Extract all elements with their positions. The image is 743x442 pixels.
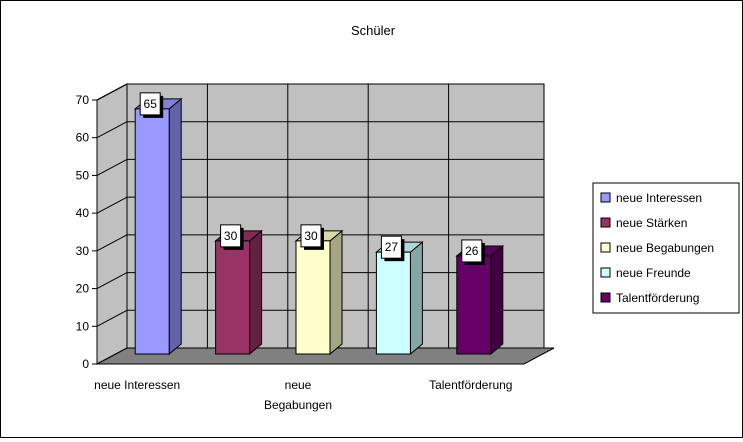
x-tick-label: neue Interessen <box>94 378 180 392</box>
y-tick-label: 60 <box>76 131 90 145</box>
legend-swatch <box>600 217 611 228</box>
legend-entry: Talentförderung <box>616 291 699 305</box>
gridline <box>96 83 128 101</box>
data-label-box <box>220 224 242 248</box>
gridline <box>96 158 128 176</box>
data-label-box <box>461 239 483 263</box>
chart-title: Schüler <box>351 23 396 38</box>
legend-entry: neue Interessen <box>616 191 702 205</box>
data-label-box <box>300 224 322 248</box>
x-tick-label: Begabungen <box>264 398 332 412</box>
data-label: 65 <box>144 97 158 111</box>
gridline <box>96 234 128 252</box>
plot-area: 0 10 20 30 40 50 60 70 65 30 30 27 26 neue Interessen… <box>76 83 555 412</box>
bar-front <box>134 108 170 355</box>
bar <box>375 241 424 356</box>
legend-entry: neue Freunde <box>616 266 691 280</box>
legend: neue Interessen neue Stärken neue Begabung… <box>592 182 740 314</box>
y-tick-label: 40 <box>76 206 90 220</box>
legend-swatch <box>600 242 611 253</box>
bar-side <box>168 97 182 356</box>
gridline <box>96 272 128 290</box>
legend-swatch <box>600 192 611 203</box>
bar-front <box>375 251 411 355</box>
legend-entry: neue Begabungen <box>616 241 714 255</box>
bar-front <box>215 240 251 355</box>
bar-front <box>456 255 492 355</box>
side-wall <box>96 83 128 365</box>
y-tick-label: 10 <box>76 319 90 333</box>
gridline <box>96 309 128 327</box>
y-tick-label: 30 <box>76 244 90 258</box>
data-label-box <box>380 235 402 259</box>
bar <box>294 229 344 356</box>
y-tick-label: 0 <box>82 357 89 371</box>
y-tick-label: 50 <box>76 168 90 182</box>
data-label-box <box>139 92 161 116</box>
legend-swatch <box>600 292 611 303</box>
data-label: 30 <box>224 229 238 243</box>
data-label: 26 <box>465 244 479 258</box>
bar <box>133 97 183 356</box>
legend-swatch <box>600 267 611 278</box>
bar <box>455 244 505 356</box>
bar-side <box>329 229 343 356</box>
bar-side <box>490 244 504 356</box>
bar-side <box>249 229 263 356</box>
y-tick-label: 70 <box>76 93 90 107</box>
gridline <box>96 121 128 139</box>
gridline <box>96 196 128 214</box>
legend-box <box>592 182 740 314</box>
data-label: 27 <box>385 240 399 254</box>
x-tick-label: neue <box>285 378 312 392</box>
bar-front <box>295 240 331 355</box>
bar-side <box>409 241 423 356</box>
y-tick-label: 20 <box>76 282 90 296</box>
legend-entry: neue Stärken <box>616 216 687 230</box>
data-label: 30 <box>304 229 318 243</box>
x-tick-label: Talentförderung <box>429 378 512 392</box>
